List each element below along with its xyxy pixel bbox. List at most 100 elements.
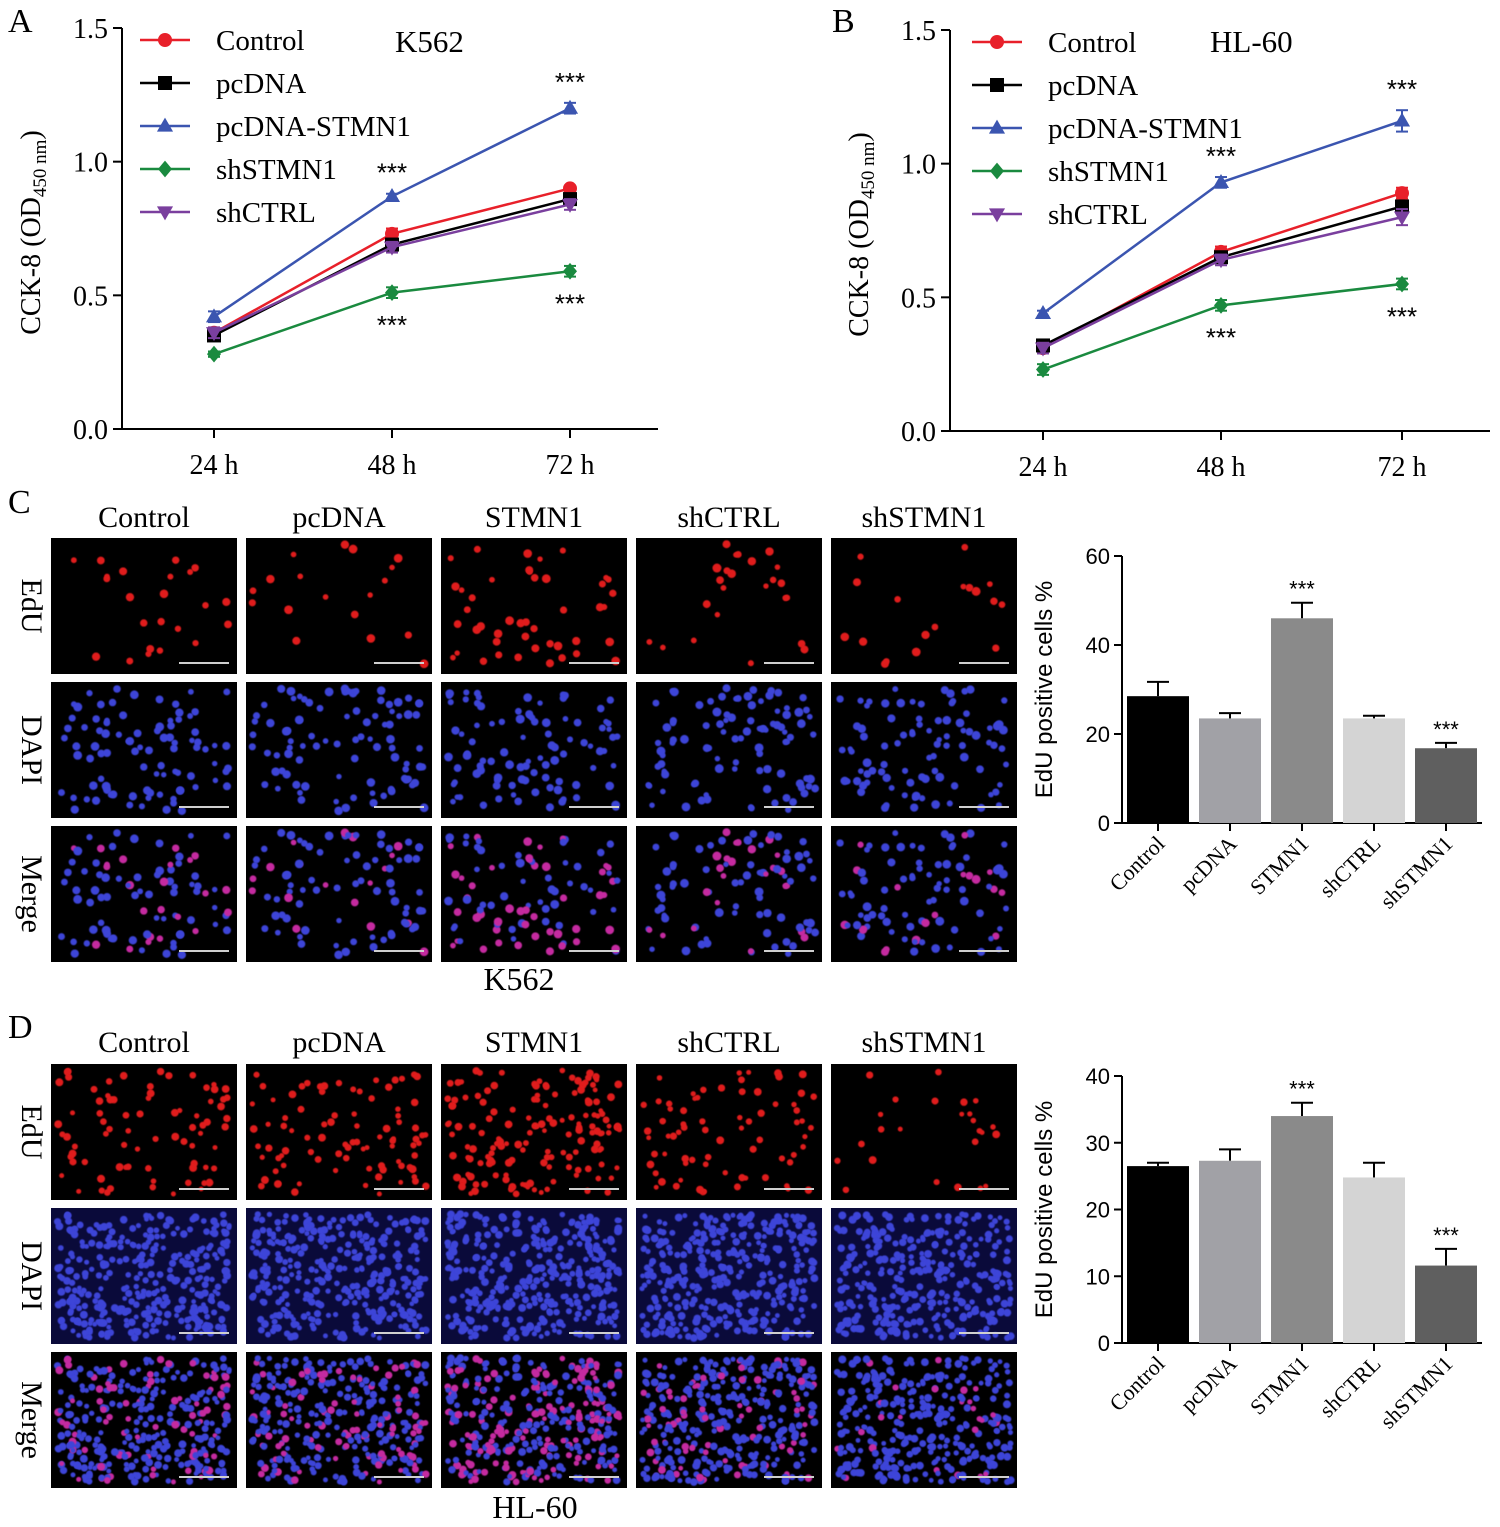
cell xyxy=(138,1251,146,1259)
x-tick-label: 72 h xyxy=(1378,452,1427,483)
cell xyxy=(189,1430,196,1437)
cell xyxy=(714,1398,722,1406)
cell xyxy=(677,1311,686,1320)
cell xyxy=(797,1377,806,1385)
cell xyxy=(313,1310,322,1318)
cell xyxy=(221,1373,230,1381)
cell xyxy=(251,1382,257,1388)
cell xyxy=(163,1299,170,1306)
cell xyxy=(906,1236,915,1244)
cell xyxy=(606,696,615,704)
data-point xyxy=(563,181,577,196)
cell xyxy=(146,1258,155,1267)
cell xyxy=(189,1215,197,1223)
cell xyxy=(578,1214,585,1221)
cell xyxy=(176,786,185,795)
cell xyxy=(445,1314,451,1320)
cell xyxy=(153,771,160,777)
cell xyxy=(582,1293,591,1302)
cell xyxy=(481,1216,488,1224)
cell xyxy=(760,1219,768,1227)
cell xyxy=(959,896,969,906)
cell xyxy=(147,1270,155,1279)
cell xyxy=(711,1383,718,1390)
cell xyxy=(559,750,568,758)
cell xyxy=(724,1214,731,1222)
cell xyxy=(480,1386,487,1393)
cell xyxy=(543,1154,551,1161)
cell xyxy=(700,1086,707,1094)
cell xyxy=(271,767,281,776)
cell xyxy=(312,1430,321,1439)
cell xyxy=(526,1302,533,1310)
cell xyxy=(597,1312,606,1321)
cell xyxy=(453,908,462,916)
cell xyxy=(119,711,128,720)
cell xyxy=(810,1229,817,1237)
cell xyxy=(844,778,851,785)
cell xyxy=(481,1324,489,1332)
cell xyxy=(286,830,296,840)
cell xyxy=(790,1439,797,1446)
cell xyxy=(793,1461,801,1470)
cell xyxy=(164,1310,172,1319)
cell xyxy=(910,1318,918,1326)
cell xyxy=(702,1305,709,1312)
cell xyxy=(910,1290,919,1299)
cell xyxy=(643,1330,651,1338)
cell xyxy=(949,1415,956,1422)
cell xyxy=(836,695,844,703)
y-tick-label: 0.5 xyxy=(73,281,108,312)
cell xyxy=(458,587,465,593)
cell xyxy=(916,1461,924,1470)
cell xyxy=(842,1305,848,1311)
cell xyxy=(1003,761,1010,768)
cell xyxy=(761,1174,769,1182)
cell xyxy=(589,1123,596,1130)
cell xyxy=(714,755,721,762)
cell xyxy=(800,1457,806,1463)
cell xyxy=(547,885,556,894)
cell xyxy=(473,699,481,707)
cell xyxy=(410,922,420,932)
cell xyxy=(371,1414,379,1422)
cell xyxy=(514,1140,523,1149)
cell xyxy=(701,1311,708,1319)
cell xyxy=(352,687,360,695)
image-dapi-control xyxy=(51,682,237,818)
cell xyxy=(257,1182,265,1190)
y-axis-label-close: ) xyxy=(16,130,47,139)
cell xyxy=(73,894,83,904)
cell xyxy=(146,645,155,653)
cell xyxy=(807,1124,814,1131)
cell xyxy=(354,1289,362,1297)
significance-mark: *** xyxy=(1387,74,1417,104)
data-point xyxy=(561,198,579,213)
cell xyxy=(113,685,121,693)
cell xyxy=(781,1362,788,1369)
cell xyxy=(413,1376,422,1385)
cell xyxy=(474,866,480,873)
cell xyxy=(351,1219,359,1227)
cell xyxy=(730,1232,737,1239)
cell xyxy=(140,1288,147,1295)
cell xyxy=(699,1212,707,1220)
cell xyxy=(116,1402,124,1409)
cell xyxy=(584,1165,592,1173)
cell xyxy=(131,747,139,756)
cell xyxy=(726,1464,733,1472)
cell xyxy=(967,1255,973,1261)
cell xyxy=(544,730,552,738)
cell xyxy=(342,1442,350,1450)
cell xyxy=(148,1215,155,1221)
cell xyxy=(514,941,523,950)
cell xyxy=(961,831,969,839)
cell xyxy=(70,1472,76,1478)
cell xyxy=(851,1316,859,1325)
cell xyxy=(565,1419,572,1426)
cell xyxy=(151,1300,158,1307)
cell xyxy=(350,1230,357,1237)
cell xyxy=(908,1259,915,1266)
cell xyxy=(879,1332,887,1341)
cell xyxy=(194,1257,200,1263)
